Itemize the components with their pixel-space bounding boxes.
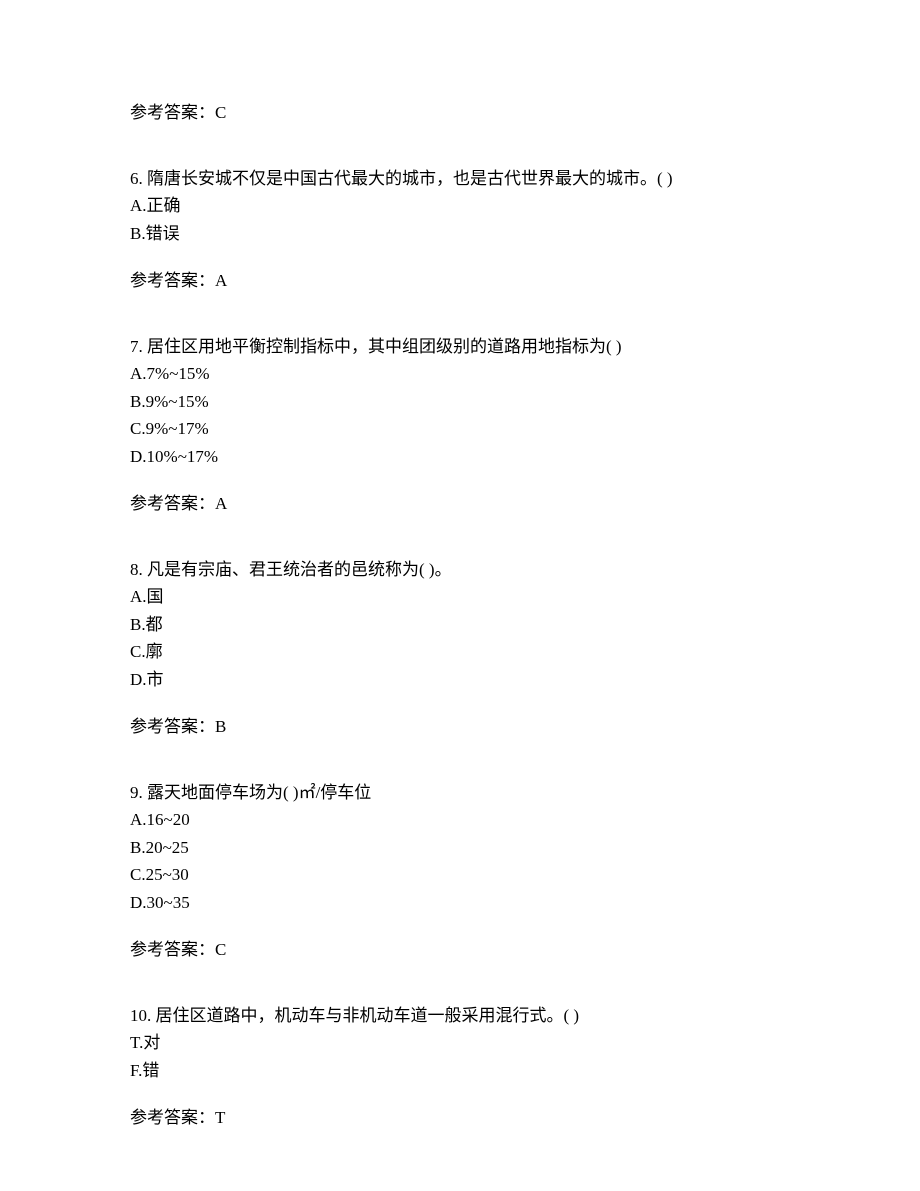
question-number: 7. — [130, 337, 143, 356]
option-t: T.对 — [130, 1030, 790, 1056]
option-key: A. — [130, 587, 147, 606]
option-d: D.30~35 — [130, 890, 790, 916]
answer-text: 参考答案：T — [130, 1108, 225, 1127]
answer-text: 参考答案：C — [130, 940, 226, 959]
option-text: 7%~15% — [147, 364, 210, 383]
question-number: 10. — [130, 1006, 151, 1025]
option-text: 10%~17% — [147, 447, 219, 466]
question-number: 9. — [130, 783, 143, 802]
top-answer: 参考答案：C — [130, 100, 790, 126]
option-text: 30~35 — [147, 893, 190, 912]
question-8: 8. 凡是有宗庙、君王统治者的邑统称为( )。 A.国 B.都 C.廓 D.市 … — [130, 557, 790, 740]
option-text: 都 — [146, 615, 163, 634]
option-text: 16~20 — [147, 810, 190, 829]
option-text: 正确 — [147, 196, 181, 215]
option-key: D. — [130, 447, 147, 466]
answer-text: 参考答案：B — [130, 717, 226, 736]
option-a: A.正确 — [130, 193, 790, 219]
option-key: A. — [130, 364, 147, 383]
option-b: B.都 — [130, 612, 790, 638]
option-key: A. — [130, 196, 147, 215]
option-a: A.7%~15% — [130, 361, 790, 387]
question-body: 居住区用地平衡控制指标中，其中组团级别的道路用地指标为( ) — [147, 337, 622, 356]
option-f: F.错 — [130, 1058, 790, 1084]
option-text: 国 — [147, 587, 164, 606]
option-c: C.廓 — [130, 639, 790, 665]
option-key: B. — [130, 224, 146, 243]
option-text: 对 — [143, 1033, 160, 1052]
question-number: 8. — [130, 560, 143, 579]
answer: 参考答案：C — [130, 937, 790, 963]
question-body: 凡是有宗庙、君王统治者的邑统称为( )。 — [147, 560, 452, 579]
option-text: 9%~15% — [146, 392, 209, 411]
question-text: 9. 露天地面停车场为( )㎡/停车位 — [130, 780, 790, 806]
option-key: C. — [130, 419, 146, 438]
option-text: 9%~17% — [146, 419, 209, 438]
question-text: 10. 居住区道路中，机动车与非机动车道一般采用混行式。( ) — [130, 1003, 790, 1029]
option-c: C.25~30 — [130, 862, 790, 888]
question-text: 7. 居住区用地平衡控制指标中，其中组团级别的道路用地指标为( ) — [130, 334, 790, 360]
option-key: T. — [130, 1033, 143, 1052]
option-key: B. — [130, 615, 146, 634]
option-key: B. — [130, 392, 146, 411]
option-text: 20~25 — [146, 838, 189, 857]
option-b: B.9%~15% — [130, 389, 790, 415]
answer-text: 参考答案：A — [130, 494, 227, 513]
option-key: D. — [130, 893, 147, 912]
option-b: B.错误 — [130, 221, 790, 247]
answer: 参考答案：A — [130, 268, 790, 294]
option-d: D.10%~17% — [130, 444, 790, 470]
option-text: 25~30 — [146, 865, 189, 884]
option-d: D.市 — [130, 667, 790, 693]
question-body: 隋唐长安城不仅是中国古代最大的城市，也是古代世界最大的城市。( ) — [147, 169, 673, 188]
answer: 参考答案：T — [130, 1105, 790, 1131]
answer: 参考答案：A — [130, 491, 790, 517]
option-key: F. — [130, 1061, 142, 1080]
option-a: A.国 — [130, 584, 790, 610]
option-b: B.20~25 — [130, 835, 790, 861]
option-key: C. — [130, 642, 146, 661]
top-answer-text: 参考答案：C — [130, 103, 226, 122]
option-text: 错误 — [146, 224, 180, 243]
answer-text: 参考答案：A — [130, 271, 227, 290]
answer: 参考答案：B — [130, 714, 790, 740]
option-text: 市 — [147, 670, 164, 689]
option-text: 错 — [142, 1061, 159, 1080]
question-9: 9. 露天地面停车场为( )㎡/停车位 A.16~20 B.20~25 C.25… — [130, 780, 790, 963]
question-6: 6. 隋唐长安城不仅是中国古代最大的城市，也是古代世界最大的城市。( ) A.正… — [130, 166, 790, 294]
option-c: C.9%~17% — [130, 416, 790, 442]
option-key: D. — [130, 670, 147, 689]
question-body: 露天地面停车场为( )㎡/停车位 — [147, 783, 371, 802]
question-text: 6. 隋唐长安城不仅是中国古代最大的城市，也是古代世界最大的城市。( ) — [130, 166, 790, 192]
question-number: 6. — [130, 169, 143, 188]
question-10: 10. 居住区道路中，机动车与非机动车道一般采用混行式。( ) T.对 F.错 … — [130, 1003, 790, 1131]
question-7: 7. 居住区用地平衡控制指标中，其中组团级别的道路用地指标为( ) A.7%~1… — [130, 334, 790, 517]
option-a: A.16~20 — [130, 807, 790, 833]
option-text: 廓 — [146, 642, 163, 661]
option-key: A. — [130, 810, 147, 829]
question-body: 居住区道路中，机动车与非机动车道一般采用混行式。( ) — [156, 1006, 580, 1025]
option-key: C. — [130, 865, 146, 884]
question-text: 8. 凡是有宗庙、君王统治者的邑统称为( )。 — [130, 557, 790, 583]
option-key: B. — [130, 838, 146, 857]
